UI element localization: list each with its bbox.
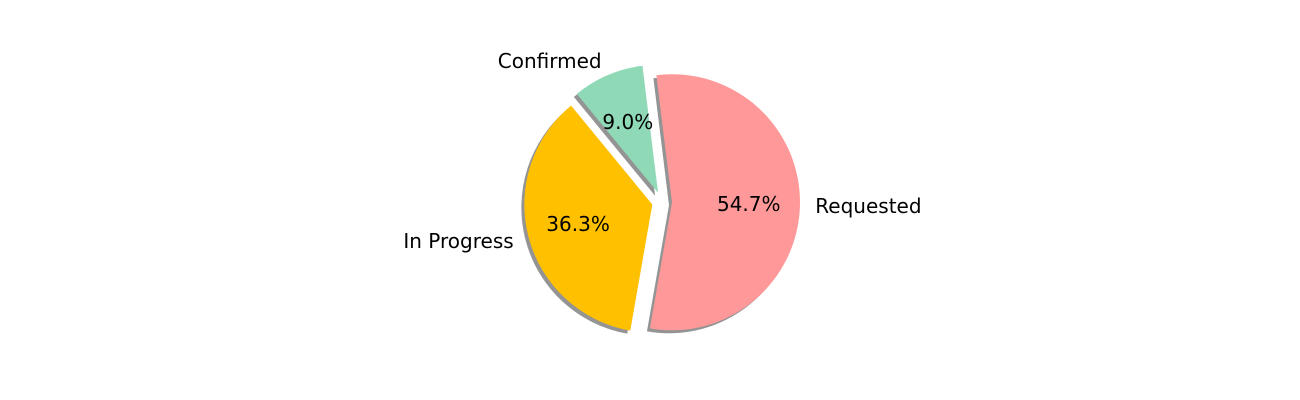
slice-label-in-progress: In Progress (403, 229, 513, 253)
pie-slices (524, 65, 800, 331)
slice-in-progress (524, 105, 653, 331)
slice-percent-in-progress: 36.3% (546, 212, 610, 236)
slice-confirmed (576, 65, 659, 193)
slice-labels: Requested 54.7% In Progress 36.3% Confirmed 9… (403, 49, 921, 253)
slice-label-requested: Requested (815, 194, 921, 218)
slice-percent-confirmed: 9.0% (602, 110, 653, 134)
slice-percent-requested: 54.7% (717, 192, 781, 216)
slice-label-confirmed: Confirmed (498, 49, 602, 73)
slice-requested (649, 74, 800, 331)
